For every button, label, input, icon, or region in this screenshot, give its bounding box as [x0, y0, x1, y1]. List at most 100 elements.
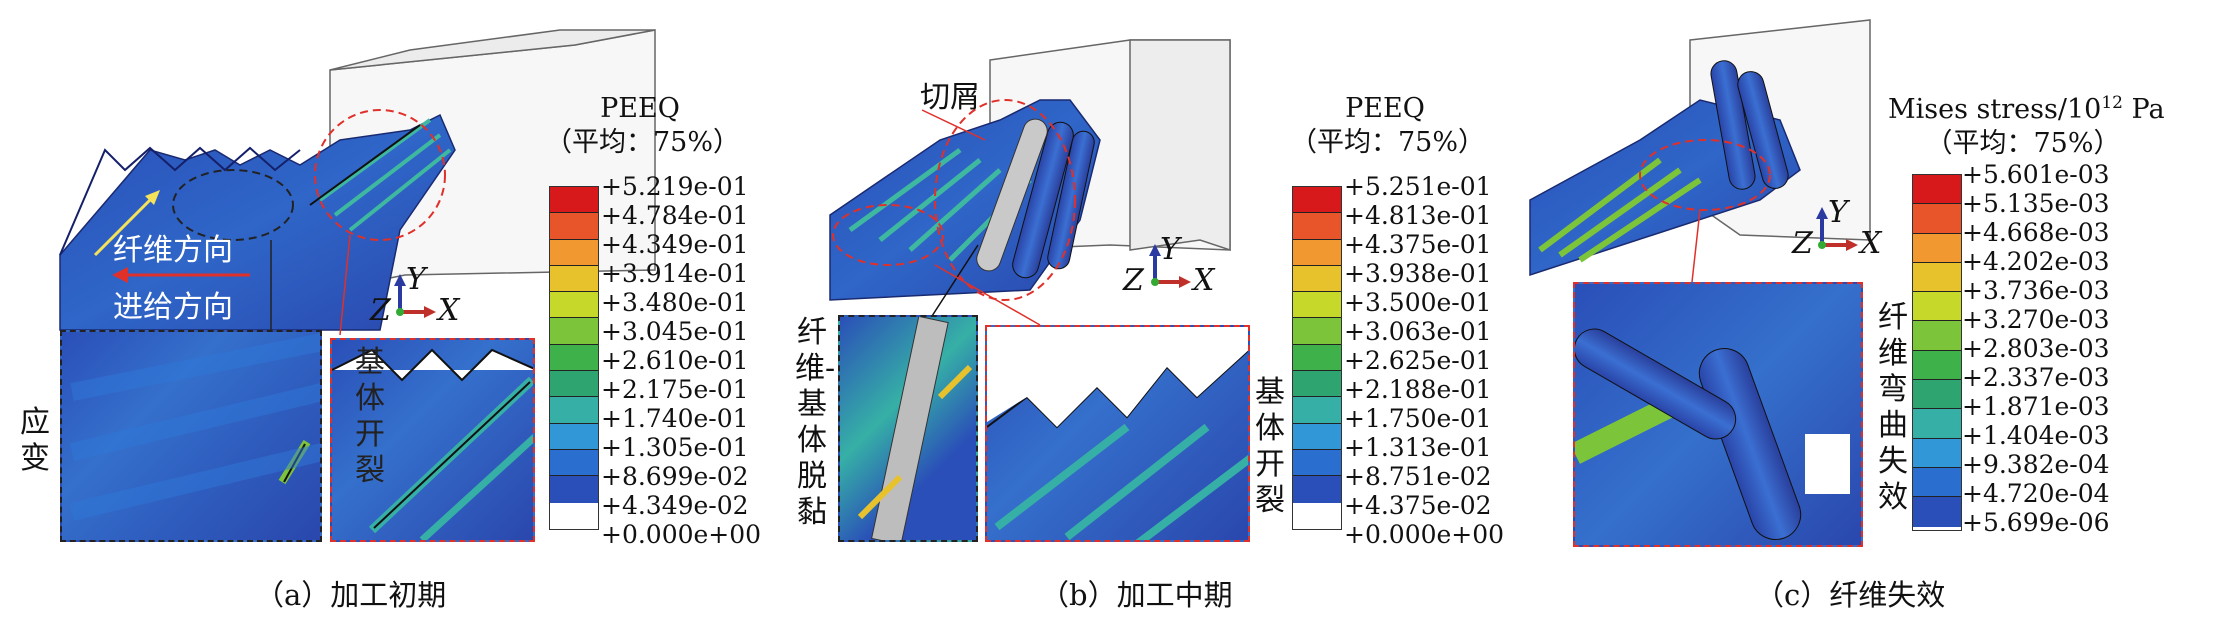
legend-c-value: +4.668e-03: [1962, 218, 2110, 247]
panel-c-axis-z: Z: [1792, 226, 1813, 261]
legend-b-value: +2.625e-01: [1344, 346, 1492, 375]
panel-a-axis-z: Z: [370, 293, 391, 328]
legend-c-value: +2.803e-03: [1962, 334, 2110, 363]
legend-c-value: +3.736e-03: [1962, 276, 2110, 305]
legend-a-seg: [550, 318, 598, 345]
legend-a-seg: [550, 371, 598, 398]
legend-a-value: +2.610e-01: [601, 346, 749, 375]
legend-b-seg: [1293, 397, 1341, 424]
legend-b-seg: [1293, 371, 1341, 398]
legend-c-seg: [1913, 350, 1961, 381]
legend-c-seg: [1913, 262, 1961, 293]
legend-b-value: +2.188e-01: [1344, 375, 1492, 404]
legend-c-seg: [1913, 438, 1961, 468]
panel-a-black-ellipse: [172, 169, 294, 241]
legend-a-value: +8.699e-02: [601, 462, 749, 491]
legend-a-value: +2.175e-01: [601, 375, 749, 404]
legend-c-seg: [1913, 204, 1961, 234]
fiber-direction-label: 纤维方向: [113, 233, 233, 268]
legend-a-seg: [550, 476, 598, 503]
panel-b-red-ellipse-right: [934, 99, 1076, 301]
legend-c-seg: [1913, 380, 1961, 410]
legend-c-seg: [1913, 321, 1961, 351]
legend-a-seg: [550, 449, 598, 477]
panel-c-red-ellipse: [1639, 139, 1771, 211]
panel-a-axis-x: X: [438, 293, 460, 328]
legend-b-value: +8.751e-02: [1344, 462, 1492, 491]
legend-a-title: PEEQ （平均：75%）: [545, 92, 740, 160]
legend-a-value: +1.305e-01: [601, 433, 749, 462]
legend-c-seg: [1913, 467, 1961, 498]
legend-b-value: +4.813e-01: [1344, 201, 1492, 230]
legend-b-seg: [1293, 476, 1341, 503]
panel-c-caption: （c）纤维失效: [1755, 578, 1946, 612]
legend-a-seg: [550, 423, 598, 450]
legend-b-value: +5.251e-01: [1344, 172, 1492, 201]
legend-a-seg: [550, 344, 598, 372]
panel-a-axis-triad: [394, 274, 436, 318]
panel-b-matrix-crack-label: 基体开裂: [1255, 375, 1285, 518]
feed-direction-label: 进给方向: [113, 290, 233, 325]
legend-c-seg: [1913, 175, 1961, 205]
panel-b-matrix-crack-inset: [985, 325, 1250, 542]
legend-a-title-line1: PEEQ: [600, 93, 680, 124]
panel-a-axis-y: Y: [406, 262, 426, 297]
legend-c-colorbar: [1912, 174, 1962, 531]
legend-c-title-line1: Mises stress/1012 Pa: [1888, 93, 2165, 125]
panel-c-axis-y: Y: [1828, 195, 1848, 230]
legend-b-labels: +5.251e-01 +4.813e-01 +4.375e-01 +3.938e…: [1344, 172, 1504, 549]
legend-b-title-line1: PEEQ: [1345, 93, 1425, 124]
legend-a-value: +1.740e-01: [601, 404, 749, 433]
panel-b-axis-y: Y: [1160, 232, 1180, 267]
chips-label: 切屑: [920, 80, 980, 115]
legend-b-title: PEEQ （平均：75%）: [1290, 92, 1486, 160]
panel-c-axis-triad: [1816, 207, 1858, 251]
panel-c-fiber-bend-inset: [1573, 282, 1863, 547]
panel-a-red-ellipse: [314, 109, 446, 241]
debond-label: 纤维-基体脱黏: [795, 315, 836, 530]
legend-a-seg: [550, 187, 598, 214]
legend-b-seg: [1293, 318, 1341, 345]
legend-a-seg: [550, 292, 598, 319]
panel-c-axis-x: X: [1860, 226, 1882, 261]
panel-b-red-ellipse-left: [832, 204, 944, 266]
strain-label: 应变: [20, 405, 50, 476]
legend-a-labels: +5.219e-01 +4.784e-01 +4.349e-01 +3.914e…: [601, 172, 761, 549]
legend-a-value: +0.000e+00: [601, 520, 762, 549]
legend-c-value: +3.270e-03: [1962, 305, 2110, 334]
legend-c-seg: [1913, 497, 1961, 527]
legend-b-title-line2: （平均：75%）: [1290, 127, 1486, 158]
legend-c-seg: [1913, 409, 1961, 439]
legend-c-title-line2: （平均：75%）: [1925, 128, 2121, 159]
legend-b-value: +3.938e-01: [1344, 259, 1492, 288]
panel-a-matrix-crack-label: 基体开裂: [355, 345, 385, 488]
legend-b-value: +3.063e-01: [1344, 317, 1492, 346]
legend-c-value: +2.337e-03: [1962, 363, 2110, 392]
legend-c-labels: +5.601e-03 +5.135e-03 +4.668e-03 +4.202e…: [1962, 160, 2110, 537]
legend-a-value: +4.349e-02: [601, 491, 749, 520]
legend-c-value: +5.135e-03: [1962, 189, 2110, 218]
legend-a-colorbar: [549, 186, 599, 530]
fiber-direction-arrow: [93, 193, 157, 257]
legend-c-seg: [1913, 233, 1961, 263]
legend-b-value: +0.000e+00: [1344, 520, 1505, 549]
legend-a-seg: [550, 239, 598, 266]
legend-a-value: +3.480e-01: [601, 288, 749, 317]
legend-c-value: +4.720e-04: [1962, 479, 2110, 508]
legend-b-colorbar: [1292, 186, 1342, 530]
panel-b-axis-z: Z: [1123, 263, 1144, 298]
legend-a-seg: [550, 265, 598, 293]
legend-a-value: +4.784e-01: [601, 201, 749, 230]
legend-c-value: +1.404e-03: [1962, 421, 2110, 450]
panel-a-strain-inset: [60, 330, 322, 542]
panel-b-axis-triad: [1149, 244, 1191, 288]
panel-b-axis-x: X: [1193, 263, 1215, 298]
legend-a-value: +4.349e-01: [601, 230, 749, 259]
panel-a-caption: （a）加工初期: [255, 578, 447, 612]
legend-b-value: +3.500e-01: [1344, 288, 1492, 317]
legend-c-title: Mises stress/1012 Pa （平均：75%）: [1888, 86, 2165, 161]
legend-a-value: +3.914e-01: [601, 259, 749, 288]
legend-b-seg: [1293, 292, 1341, 319]
legend-c-value: +5.601e-03: [1962, 160, 2110, 189]
